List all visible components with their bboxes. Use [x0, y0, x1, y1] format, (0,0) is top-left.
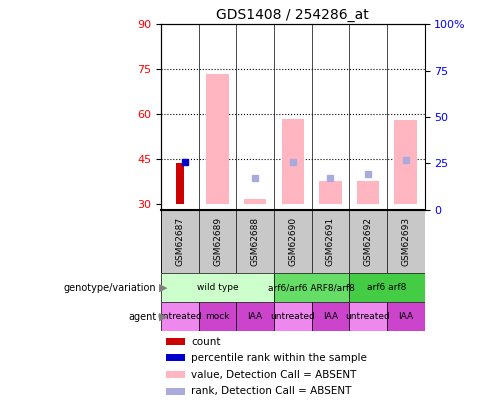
Bar	[349, 273, 425, 303]
Text: value, Detection Call = ABSENT: value, Detection Call = ABSENT	[191, 369, 357, 379]
Title: GDS1408 / 254286_at: GDS1408 / 254286_at	[216, 8, 369, 22]
Text: GSM62692: GSM62692	[364, 217, 373, 266]
Bar	[357, 181, 379, 204]
Text: agent: agent	[128, 312, 156, 322]
Bar	[166, 371, 185, 378]
Bar	[166, 354, 185, 361]
Bar	[394, 120, 417, 204]
Bar	[282, 119, 304, 204]
Text: GSM62689: GSM62689	[213, 217, 222, 266]
Bar	[312, 303, 349, 331]
Bar	[199, 303, 236, 331]
Bar	[274, 273, 349, 303]
Text: GSM62690: GSM62690	[288, 217, 297, 266]
Text: untreated: untreated	[346, 312, 390, 322]
Bar	[274, 303, 312, 331]
Text: GSM62688: GSM62688	[251, 217, 260, 266]
Text: untreated: untreated	[158, 312, 202, 322]
Text: arf6/arf6 ARF8/arf8: arf6/arf6 ARF8/arf8	[268, 284, 355, 292]
Bar	[166, 388, 185, 395]
Text: untreated: untreated	[270, 312, 315, 322]
Text: percentile rank within the sample: percentile rank within the sample	[191, 353, 367, 363]
Text: IAA: IAA	[323, 312, 338, 322]
Text: ▶: ▶	[159, 283, 167, 293]
Text: GSM62687: GSM62687	[175, 217, 184, 266]
Text: wild type: wild type	[197, 284, 238, 292]
Text: IAA: IAA	[247, 312, 263, 322]
Text: GSM62693: GSM62693	[401, 217, 410, 266]
Text: rank, Detection Call = ABSENT: rank, Detection Call = ABSENT	[191, 386, 352, 396]
Bar	[206, 74, 229, 204]
Bar	[161, 303, 199, 331]
Text: count: count	[191, 337, 221, 347]
Text: arf6 arf8: arf6 arf8	[367, 284, 407, 292]
Bar	[236, 303, 274, 331]
Bar	[244, 199, 266, 204]
Text: IAA: IAA	[398, 312, 413, 322]
Bar	[319, 181, 342, 204]
Bar	[166, 338, 185, 345]
Text: ▶: ▶	[159, 312, 167, 322]
Text: mock: mock	[205, 312, 230, 322]
Bar	[176, 163, 184, 204]
Bar	[161, 273, 274, 303]
Text: GSM62691: GSM62691	[326, 217, 335, 266]
Bar	[387, 303, 425, 331]
Text: genotype/variation: genotype/variation	[63, 283, 156, 293]
Bar	[349, 303, 387, 331]
